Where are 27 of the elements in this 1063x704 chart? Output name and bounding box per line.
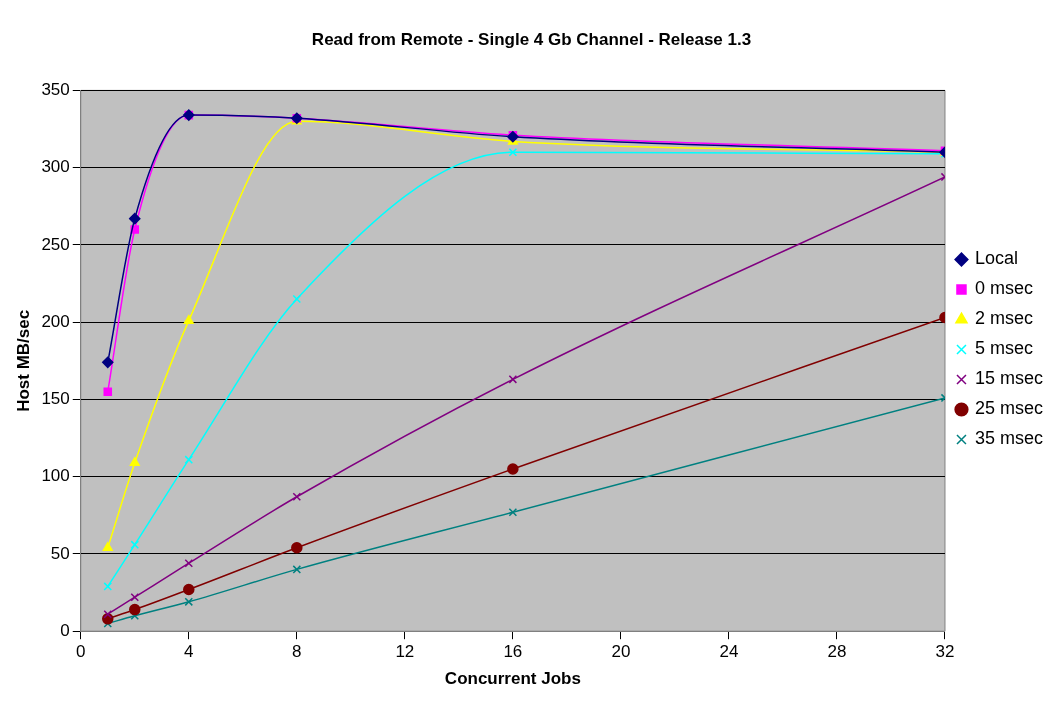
legend-label: 5 msec	[974, 338, 1033, 359]
legend-label: 35 msec	[974, 428, 1043, 449]
y-tick-label: 300	[41, 157, 70, 177]
chart-title: Read from Remote - Single 4 Gb Channel - Release 1.3	[311, 29, 752, 49]
x-axis-title: Concurrent Jobs	[444, 669, 581, 689]
legend-label: Local	[974, 248, 1018, 269]
x-tick-label: 0	[76, 642, 86, 662]
x-tick-label: 8	[292, 642, 302, 662]
x-tick-label: 28	[827, 642, 847, 662]
x-tick-label: 24	[719, 642, 739, 662]
y-tick-label: 0	[60, 620, 70, 640]
y-tick-label: 350	[41, 80, 70, 100]
y-tick-label: 100	[41, 466, 70, 486]
y-tick-label: 150	[41, 389, 70, 409]
x-tick-label: 32	[935, 642, 955, 662]
y-tick-label: 200	[41, 311, 70, 331]
legend-label: 0 msec	[974, 278, 1033, 299]
legend-label: 2 msec	[974, 308, 1033, 329]
x-tick-label: 16	[503, 642, 523, 662]
x-tick-label: 20	[611, 642, 631, 662]
y-tick-label: 50	[50, 543, 70, 563]
legend-label: 15 msec	[974, 368, 1043, 389]
legend-label: 25 msec	[974, 398, 1043, 419]
x-tick-label: 4	[184, 642, 194, 662]
y-tick-label: 250	[41, 234, 70, 254]
y-axis-title: Host MB/sec	[13, 309, 33, 412]
x-tick-label: 12	[395, 642, 415, 662]
